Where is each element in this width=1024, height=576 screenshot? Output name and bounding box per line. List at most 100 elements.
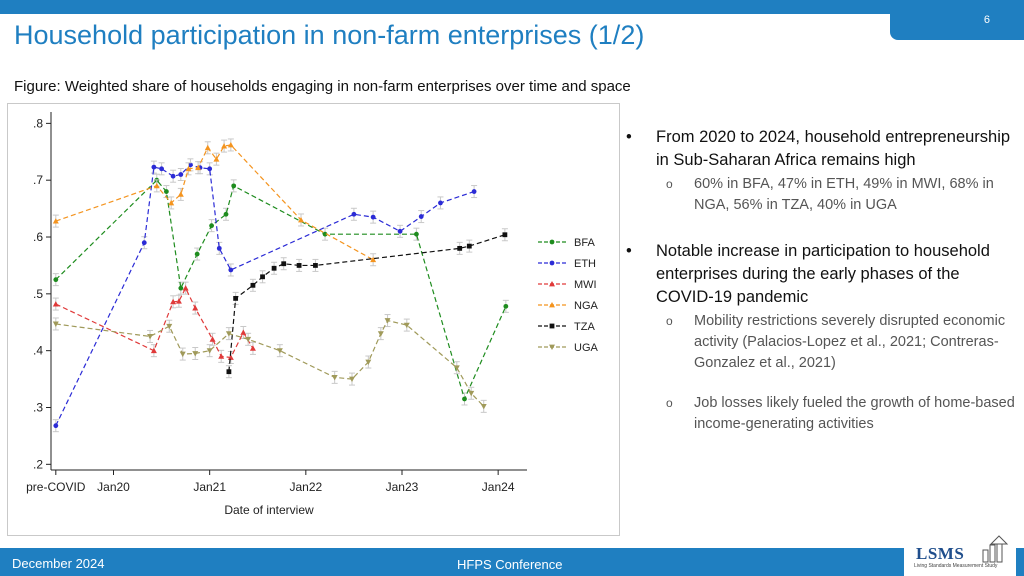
data-point-tza: [281, 261, 287, 267]
data-point-nga: [177, 191, 184, 197]
figure-caption: Figure: Weighted share of households eng…: [14, 78, 631, 95]
data-point-bfa: [322, 231, 328, 237]
data-point-eth: [370, 214, 376, 220]
data-point-eth: [151, 164, 157, 170]
data-point-tza: [233, 295, 239, 301]
data-point-mwi: [182, 285, 189, 291]
y-tick-label: .2: [33, 457, 43, 471]
data-point-tza: [226, 369, 232, 375]
data-point-bfa: [231, 183, 237, 189]
data-point-eth: [438, 200, 443, 206]
data-point-mwi: [209, 336, 216, 342]
legend-label-bfa: BFA: [574, 237, 595, 249]
legend-marker-mwi: [549, 281, 555, 287]
data-point-tza: [260, 274, 265, 280]
data-point-uga: [331, 374, 338, 381]
data-point-uga: [365, 359, 372, 366]
data-point-mwi: [175, 298, 182, 304]
data-point-tza: [466, 243, 472, 249]
sub-bullet-2-1: o Mobility restrictions severely disrupt…: [622, 311, 1017, 374]
data-point-uga: [384, 318, 391, 324]
data-point-mwi: [192, 305, 199, 311]
top-accent-bar: [0, 0, 1024, 14]
data-point-tza: [296, 263, 302, 268]
data-point-eth: [216, 245, 222, 251]
data-point-nga: [195, 164, 202, 171]
bullet-2: • Notable increase in participation to h…: [622, 240, 1017, 309]
data-point-bfa: [194, 251, 200, 257]
data-point-eth: [207, 166, 213, 172]
data-point-nga: [204, 144, 211, 151]
lsms-logo: LSMS Living Standards Measurement Study: [904, 530, 1016, 576]
legend-marker-eth: [549, 260, 555, 266]
series-line-bfa: [55, 179, 507, 401]
data-point-bfa: [223, 211, 229, 217]
data-point-uga: [468, 390, 475, 397]
data-point-tza: [271, 265, 277, 271]
bullet-2-text: Notable increase in participation to hou…: [656, 242, 990, 306]
data-point-bfa: [462, 396, 467, 402]
legend-marker-tza: [549, 323, 555, 329]
data-point-eth: [188, 162, 193, 168]
data-point-eth: [351, 211, 357, 217]
data-point-tza: [313, 263, 318, 268]
data-point-bfa: [503, 303, 509, 309]
data-point-mwi: [227, 354, 234, 360]
data-point-mwi: [249, 345, 256, 351]
data-point-eth: [141, 240, 147, 246]
data-point-uga: [166, 323, 173, 330]
data-point-nga: [221, 143, 228, 149]
data-point-tza: [250, 282, 256, 288]
data-point-tza: [457, 245, 463, 251]
legend-marker-uga: [549, 344, 555, 350]
circle-bullet-icon: o: [666, 314, 673, 328]
y-tick-label: .6: [33, 230, 43, 244]
bullet-list: • From 2020 to 2024, household entrepren…: [622, 126, 1017, 435]
data-point-nga: [227, 141, 234, 148]
legend-label-uga: UGA: [574, 342, 599, 354]
y-tick-label: .3: [33, 400, 43, 414]
x-tick-label: Jan23: [386, 480, 419, 494]
x-tick-label: Jan20: [97, 480, 130, 494]
data-point-nga: [370, 256, 377, 263]
circle-bullet-icon: o: [666, 396, 673, 410]
data-point-uga: [206, 348, 213, 354]
data-point-uga: [480, 403, 487, 410]
bullet-dot-icon: •: [626, 128, 632, 146]
legend-label-tza: TZA: [574, 321, 595, 333]
y-tick-label: .5: [33, 287, 43, 301]
data-point-uga: [147, 334, 154, 340]
data-point-eth: [170, 173, 176, 179]
slide-title: Household participation in non-farm ente…: [14, 20, 645, 50]
sub-bullet-1-1: o 60% in BFA, 47% in ETH, 49% in MWI, 68…: [622, 174, 1017, 216]
footer-conference: HFPS Conference: [457, 557, 563, 572]
data-point-eth: [53, 423, 59, 429]
sub-bullet-2-2-text: Job losses likely fueled the growth of h…: [694, 395, 1015, 432]
data-point-eth: [159, 166, 164, 172]
sub-bullet-2-2: o Job losses likely fueled the growth of…: [622, 393, 1017, 435]
sub-bullet-1-1-text: 60% in BFA, 47% in ETH, 49% in MWI, 68% …: [694, 176, 994, 213]
logo-subtitle: Living Standards Measurement Study: [914, 563, 998, 569]
bullet-1: • From 2020 to 2024, household entrepren…: [622, 126, 1017, 172]
data-point-uga: [52, 321, 59, 327]
data-point-uga: [348, 376, 355, 383]
series-line-tza: [228, 234, 506, 372]
legend-marker-nga: [549, 302, 555, 308]
x-tick-label: Jan22: [289, 480, 322, 494]
bullet-1-text: From 2020 to 2024, household entrepreneu…: [656, 128, 1011, 169]
data-point-nga: [52, 218, 59, 224]
legend-label-eth: ETH: [574, 258, 596, 270]
circle-bullet-icon: o: [666, 177, 673, 191]
data-point-uga: [225, 331, 232, 337]
data-point-eth: [228, 267, 234, 273]
data-point-nga: [153, 182, 160, 189]
data-point-eth: [418, 214, 424, 219]
data-point-nga: [213, 156, 220, 162]
data-point-mwi: [218, 353, 225, 359]
data-point-bfa: [178, 285, 184, 291]
data-point-nga: [168, 199, 175, 206]
data-point-uga: [377, 331, 384, 337]
line-chart: .2 .3 .4 .5 .6 .7 .8 pre-COVID Jan20 Jan21 Jan22 Ja…: [26, 112, 599, 517]
data-point-uga: [453, 365, 460, 371]
bullet-dot-icon: •: [626, 242, 632, 260]
